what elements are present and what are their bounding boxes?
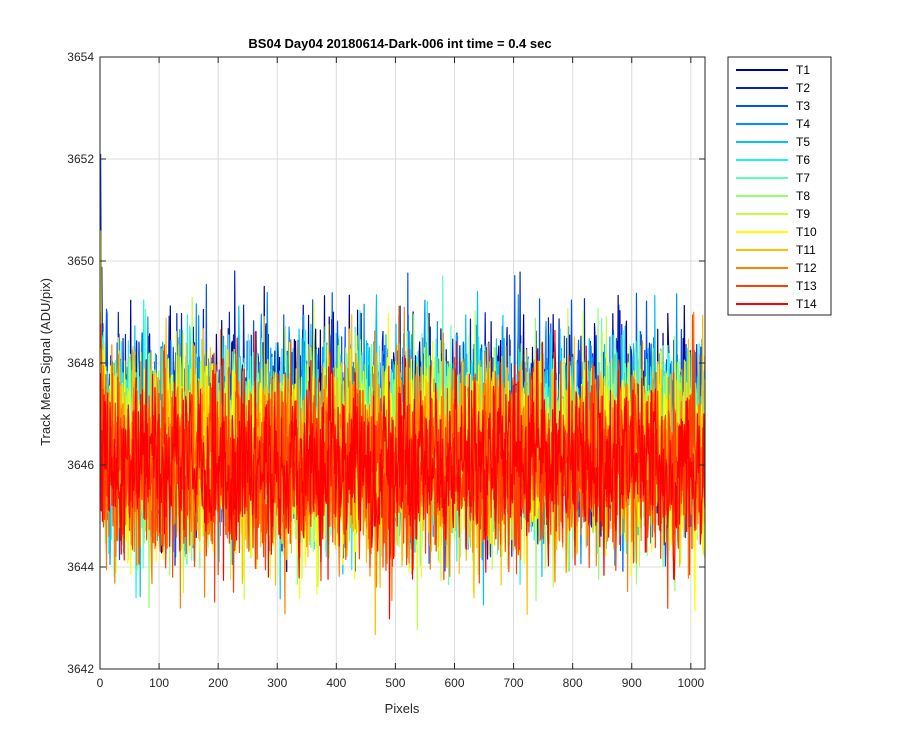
x-tick-label-6: 600	[444, 676, 464, 690]
y-tick-label-2: 3646	[67, 458, 94, 472]
legend-entry-t5: T5	[736, 135, 810, 149]
legend-label-t14: T14	[796, 297, 817, 311]
x-axis-ticks: 0 100 200 300 400 500 600 700 800 900 1000	[97, 57, 704, 690]
x-tick-label-1: 100	[149, 676, 169, 690]
legend-label-t7: T7	[796, 171, 810, 185]
series-line-t14	[100, 329, 705, 620]
legend-entry-t2: T2	[736, 81, 810, 95]
legend-entry-t13: T13	[736, 279, 817, 293]
y-axis-ticks: 3642 3644 3646 3648 3650 3652 3654	[67, 50, 705, 676]
legend-label-t12: T12	[796, 261, 817, 275]
legend-entry-t6: T6	[736, 153, 810, 167]
chart-title: BS04 Day04 20180614-Dark-006 int time = …	[248, 36, 551, 51]
y-tick-label-3: 3648	[67, 356, 94, 370]
legend-label-t9: T9	[796, 207, 810, 221]
x-tick-label-4: 400	[326, 676, 346, 690]
legend-label-t1: T1	[796, 63, 810, 77]
y-axis-label: Track Mean Signal (ADU/pix)	[38, 278, 53, 446]
legend-items: T1 T2 T3 T4 T5 T6 T7 T8 T9 T10 T11 T12 T13 T14	[736, 63, 817, 311]
plot-area: 0 100 200 300 400 500 600 700 800 900 1000 3642364…	[67, 50, 706, 690]
legend-label-t4: T4	[796, 117, 810, 131]
y-tick-label-5: 3652	[67, 152, 94, 166]
x-tick-label-10: 1000	[677, 676, 704, 690]
x-tick-label-5: 500	[385, 676, 405, 690]
legend-entry-t1: T1	[736, 63, 810, 77]
legend-label-t2: T2	[796, 81, 810, 95]
x-tick-label-2: 200	[208, 676, 228, 690]
x-tick-label-7: 700	[504, 676, 524, 690]
legend-label-t6: T6	[796, 153, 810, 167]
legend-label-t5: T5	[796, 135, 810, 149]
legend-entry-t12: T12	[736, 261, 817, 275]
legend-entry-t10: T10	[736, 225, 817, 239]
y-tick-label-1: 3644	[67, 560, 94, 574]
legend-label-t11: T11	[796, 243, 816, 257]
legend: T1 T2 T3 T4 T5 T6 T7 T8 T9 T10 T11 T12 T13 T14	[727, 56, 832, 316]
legend-entry-t9: T9	[736, 207, 810, 221]
y-tick-label-6: 3654	[67, 50, 94, 64]
x-tick-label-9: 900	[622, 676, 642, 690]
x-axis-label: Pixels	[385, 701, 420, 716]
legend-entry-t14: T14	[736, 297, 817, 311]
legend-entry-t4: T4	[736, 117, 810, 131]
legend-label-t10: T10	[796, 225, 817, 239]
series-lines	[100, 153, 705, 636]
legend-entry-t8: T8	[736, 189, 810, 203]
x-tick-label-0: 0	[97, 676, 104, 690]
legend-label-t3: T3	[796, 99, 810, 113]
y-tick-label-4: 3650	[67, 254, 94, 268]
x-tick-label-3: 300	[267, 676, 287, 690]
y-tick-label-0: 3642	[67, 662, 94, 676]
legend-box	[727, 56, 832, 316]
legend-entry-t7: T7	[736, 171, 810, 185]
legend-entry-t11: T11	[736, 243, 816, 257]
legend-label-t8: T8	[796, 189, 810, 203]
legend-label-t13: T13	[796, 279, 817, 293]
x-tick-label-8: 800	[563, 676, 583, 690]
legend-entry-t3: T3	[736, 99, 810, 113]
